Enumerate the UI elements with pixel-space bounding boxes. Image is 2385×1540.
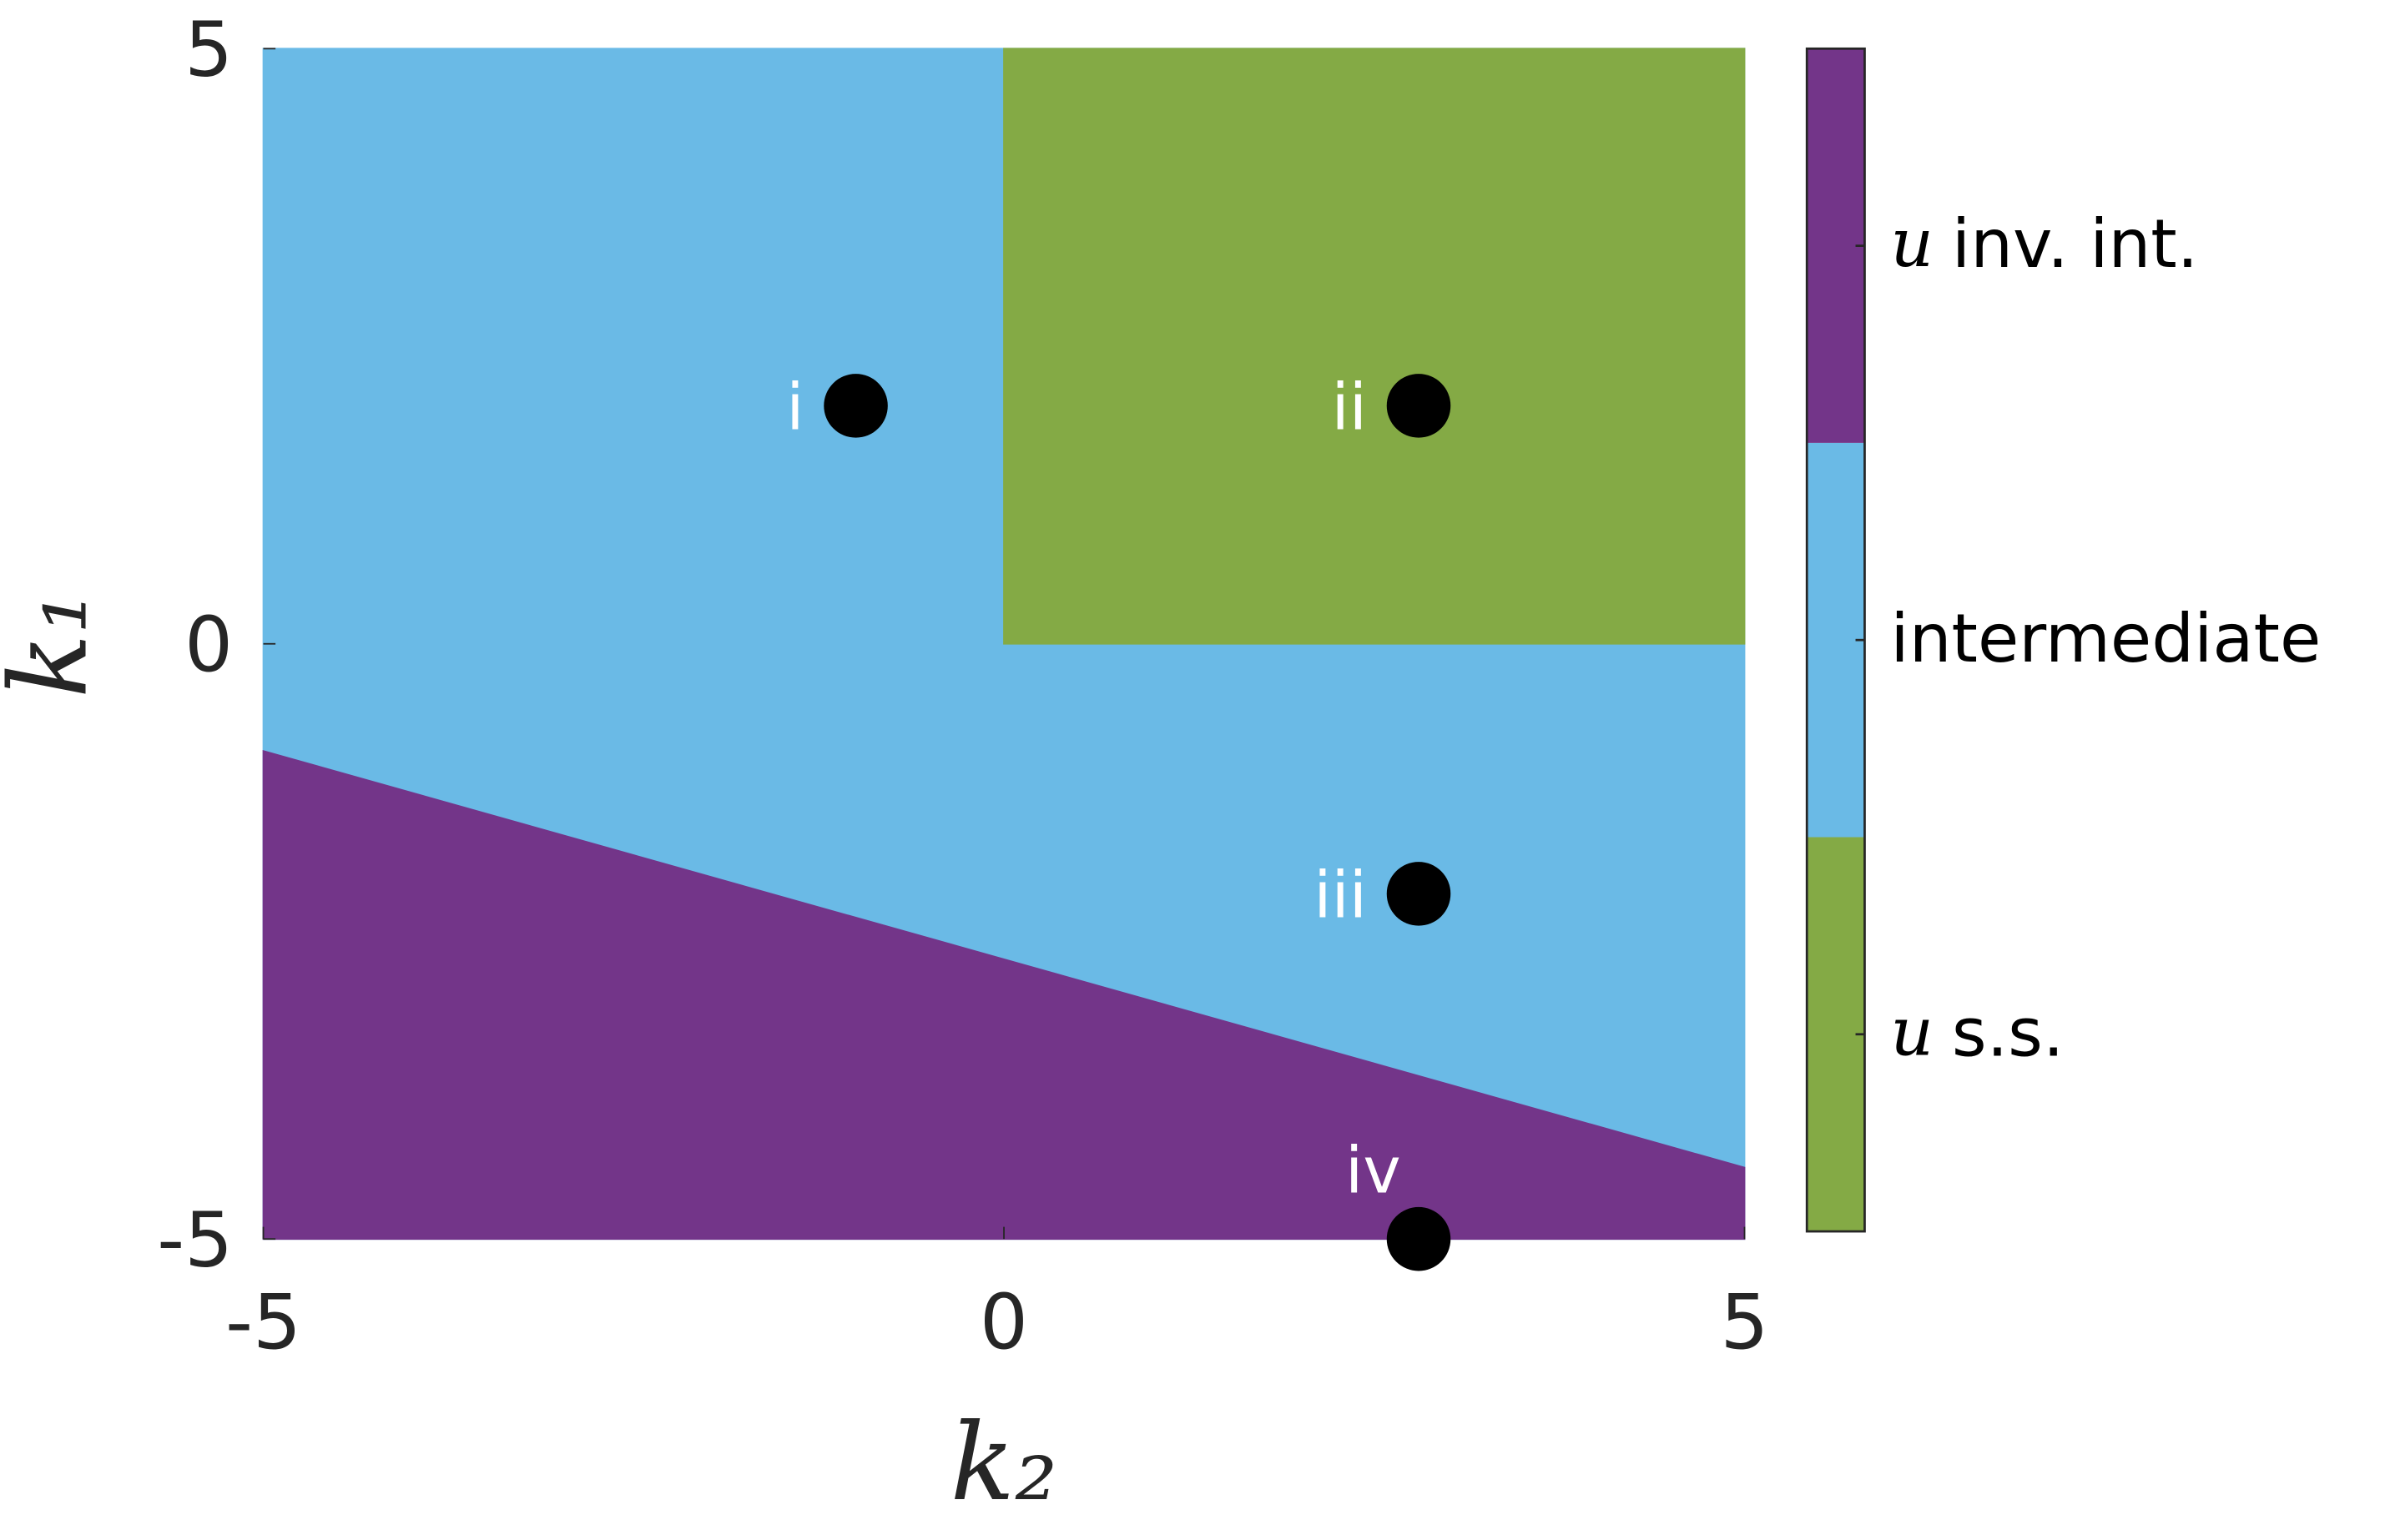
y-tick-label: 0	[184, 601, 233, 689]
point-label: i	[786, 371, 804, 445]
colorbar-segment	[1807, 837, 1865, 1232]
colorbar-segment	[1807, 442, 1865, 838]
x-tick-label: 5	[1721, 1278, 1769, 1366]
y-tick-label: 5	[184, 5, 233, 93]
colorbar-symbol: u	[1890, 993, 1934, 1070]
point-marker	[1386, 1206, 1451, 1271]
region	[1003, 48, 1746, 645]
point-marker	[1386, 862, 1451, 926]
point-marker	[1386, 374, 1451, 438]
colorbar-text: intermediate	[1890, 600, 2321, 677]
colorbar-text: s.s.	[1952, 994, 2065, 1071]
point-marker	[824, 374, 888, 438]
x-tick-label: 0	[980, 1278, 1028, 1366]
colorbar-label: u inv. int.	[1890, 204, 2198, 283]
region	[262, 749, 1746, 1241]
colorbar-text: inv. int.	[1952, 205, 2198, 283]
y-axis-label: k₁	[0, 591, 112, 697]
colorbar-segment	[1807, 48, 1865, 443]
x-tick-label: -5	[225, 1278, 301, 1366]
point-label: ii	[1332, 371, 1368, 445]
y-tick-label: -5	[157, 1195, 233, 1284]
x-axis-label: k₂	[950, 1402, 1057, 1525]
colorbar-symbol: u	[1890, 204, 1934, 282]
colorbar-label: intermediate	[1890, 600, 2321, 677]
colorbar-label: u s.s.	[1890, 993, 2064, 1071]
point-label: iv	[1345, 1135, 1401, 1209]
colorbar-frame	[1805, 47, 1866, 1233]
point-label: iii	[1314, 859, 1367, 934]
